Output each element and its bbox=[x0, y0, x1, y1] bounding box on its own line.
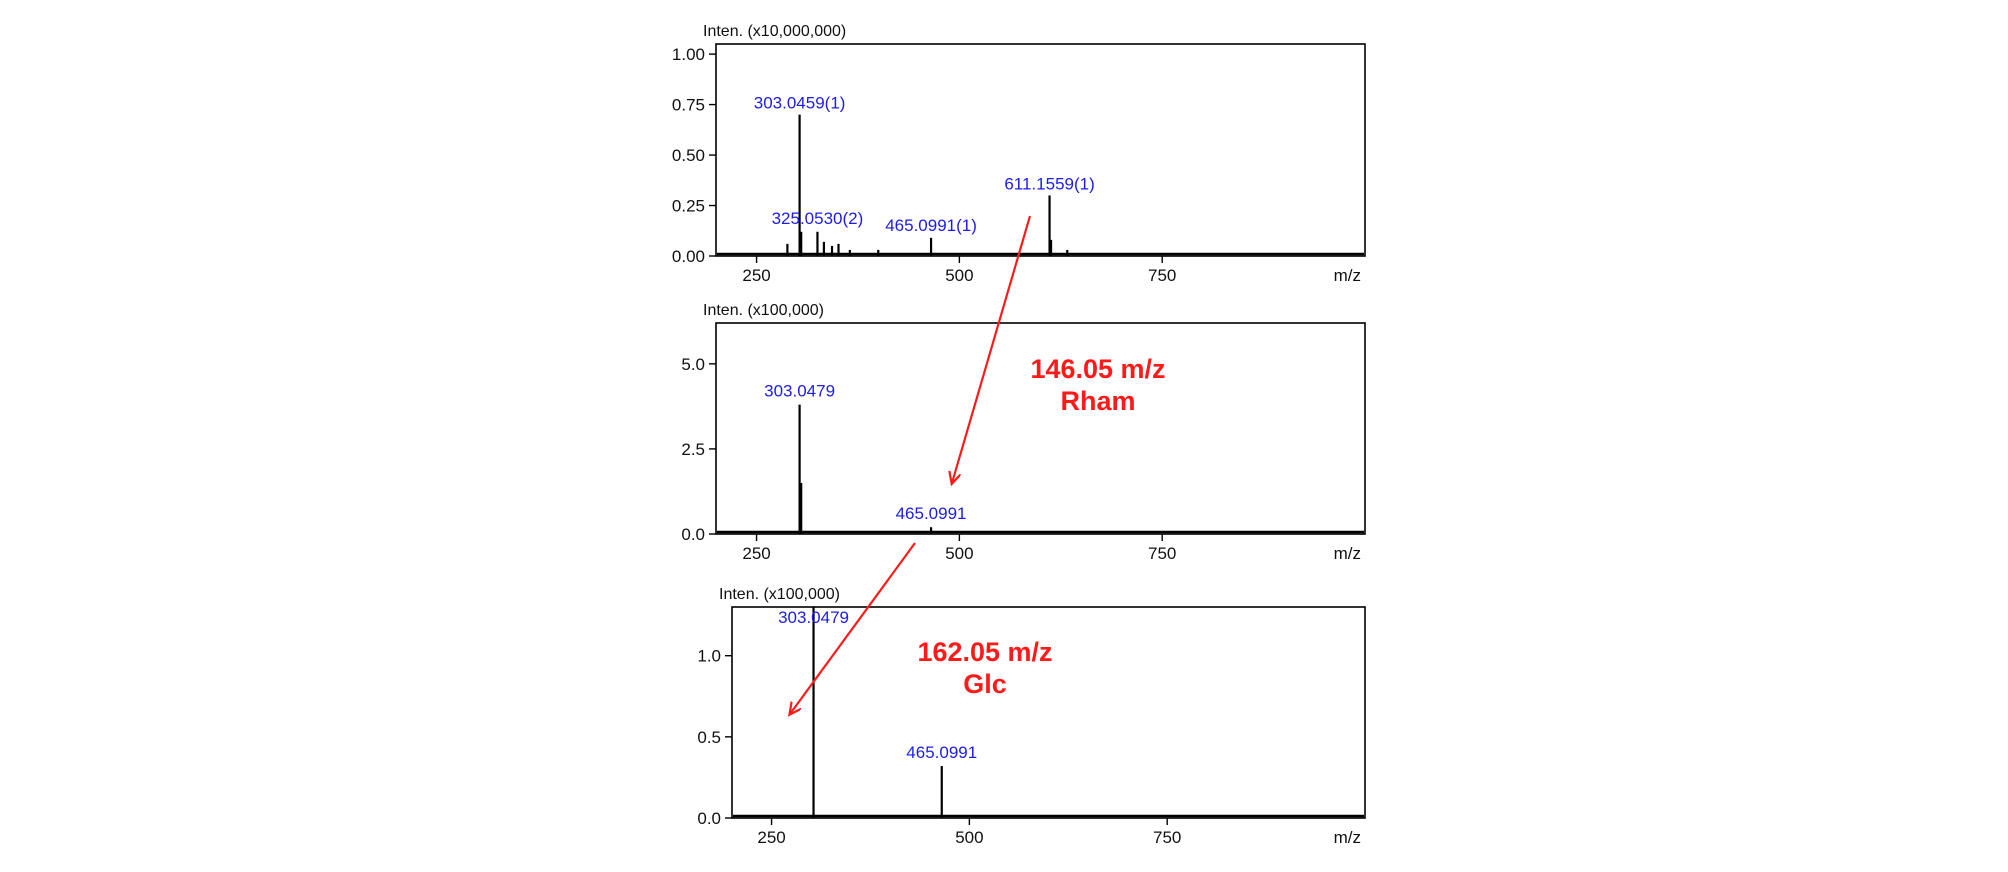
y-tick-label: 0.0 bbox=[697, 809, 721, 828]
peak-label: 303.0479 bbox=[764, 382, 835, 401]
x-tick-label: 500 bbox=[945, 544, 973, 563]
y-tick-label: 2.5 bbox=[681, 440, 705, 459]
peak-label: 303.0459(1) bbox=[754, 94, 846, 113]
x-tick-label: 750 bbox=[1148, 544, 1176, 563]
peak-label: 465.0991 bbox=[906, 743, 977, 762]
plot-frame bbox=[715, 43, 1366, 257]
y-tick-label: 0.50 bbox=[672, 146, 705, 165]
x-tick-label: 250 bbox=[742, 266, 770, 285]
x-tick-label: 250 bbox=[757, 828, 785, 847]
plot-frame bbox=[715, 322, 1366, 535]
intensity-unit-label: Inten. (x100,000) bbox=[719, 586, 840, 603]
loss-arrow bbox=[790, 542, 916, 714]
x-tick-label: 500 bbox=[945, 266, 973, 285]
peak-label: 611.1559(1) bbox=[1004, 174, 1094, 193]
spectrum-panel-2: Inten. (x100,000) 0.0 2.5 5.0 250 500 750 m/z 30… bbox=[681, 302, 1366, 563]
y-tick-label: 1.0 bbox=[697, 647, 721, 666]
intensity-unit-label: Inten. (x100,000) bbox=[703, 302, 824, 319]
loss-arrow bbox=[952, 215, 1032, 483]
y-tick-label: 0.00 bbox=[672, 247, 705, 266]
x-tick-label: 750 bbox=[1148, 266, 1176, 285]
peak-label: 465.0991 bbox=[896, 504, 967, 523]
intensity-unit-label: Inten. (x10,000,000) bbox=[703, 23, 846, 40]
y-tick-label: 0.75 bbox=[672, 96, 705, 115]
plot-frame bbox=[731, 606, 1366, 819]
y-tick-label: 1.00 bbox=[672, 45, 705, 64]
y-tick-label: 0.5 bbox=[697, 728, 721, 747]
neutral-loss-annotation: 162.05 m/z Glc bbox=[917, 637, 1052, 699]
x-axis-label: m/z bbox=[1334, 544, 1361, 563]
x-tick-label: 500 bbox=[955, 828, 983, 847]
peak-label: 303.0479 bbox=[778, 608, 849, 627]
x-axis-label: m/z bbox=[1334, 828, 1361, 847]
peak-label: 325.0530(2) bbox=[772, 209, 864, 228]
x-tick-label: 250 bbox=[742, 544, 770, 563]
y-tick-label: 0.25 bbox=[672, 197, 705, 216]
x-axis-label: m/z bbox=[1334, 266, 1361, 285]
neutral-loss-annotation: 146.05 m/z Rham bbox=[1030, 354, 1165, 416]
y-tick-label: 0.0 bbox=[681, 525, 705, 544]
spectrum-panel-1: Inten. (x10,000,000) 0.00 0.25 0.50 0.75 1.00… bbox=[672, 23, 1366, 285]
y-tick-label: 5.0 bbox=[681, 355, 705, 374]
spectrum-panel-3: Inten. (x100,000) 0.0 0.5 1.0 250 500 750 m/z 30… bbox=[697, 586, 1366, 847]
x-tick-label: 750 bbox=[1153, 828, 1181, 847]
peak-label: 465.0991(1) bbox=[885, 216, 977, 235]
